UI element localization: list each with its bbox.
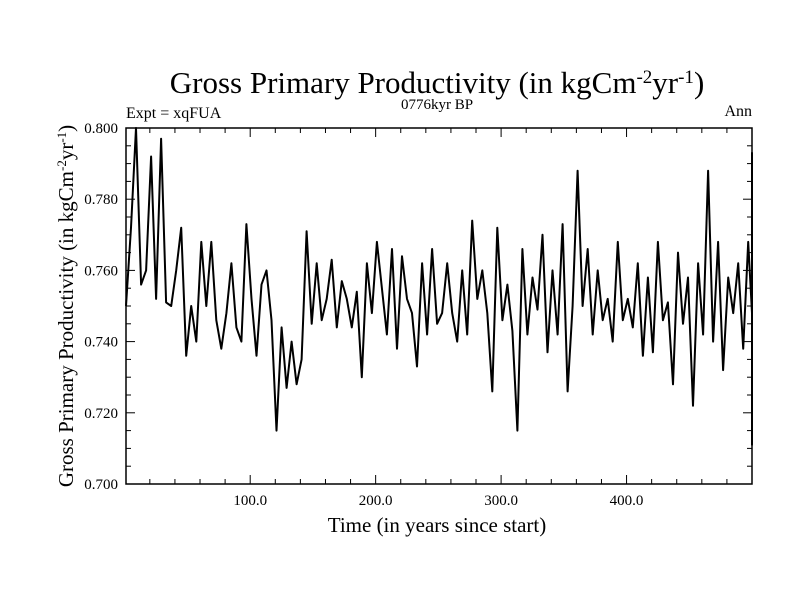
chart-title: Gross Primary Productivity (in kgCm-2yr-… xyxy=(170,65,705,100)
y-tick-label: 0.700 xyxy=(84,477,118,493)
y-tick-label: 0.720 xyxy=(84,406,118,422)
y-tick-label: 0.760 xyxy=(84,263,118,279)
series-line xyxy=(125,127,753,446)
x-tick-label: 100.0 xyxy=(233,493,267,509)
x-axis-label: Time (in years since start) xyxy=(328,513,547,537)
subtitle-left: Expt = xqFUA xyxy=(126,105,222,122)
plot-frame xyxy=(125,127,753,485)
y-tick-label: 0.780 xyxy=(84,192,118,208)
axis-ticks xyxy=(126,127,753,485)
x-tick-labels: 100.0 200.0 300.0 400.0 xyxy=(233,493,643,509)
subtitle-right: Ann xyxy=(724,103,752,120)
x-tick-label: 200.0 xyxy=(359,493,393,509)
y-tick-labels: 0.700 0.720 0.740 0.760 0.780 0.800 xyxy=(84,121,118,493)
subtitle-center: 0776kyr BP xyxy=(401,97,473,113)
x-tick-label: 400.0 xyxy=(610,493,644,509)
x-tick-label: 300.0 xyxy=(484,493,518,509)
y-axis-label: Gross Primary Productivity (in kgCm-2yr-… xyxy=(54,125,79,487)
y-tick-label: 0.740 xyxy=(84,335,118,351)
y-tick-label: 0.800 xyxy=(84,121,118,137)
